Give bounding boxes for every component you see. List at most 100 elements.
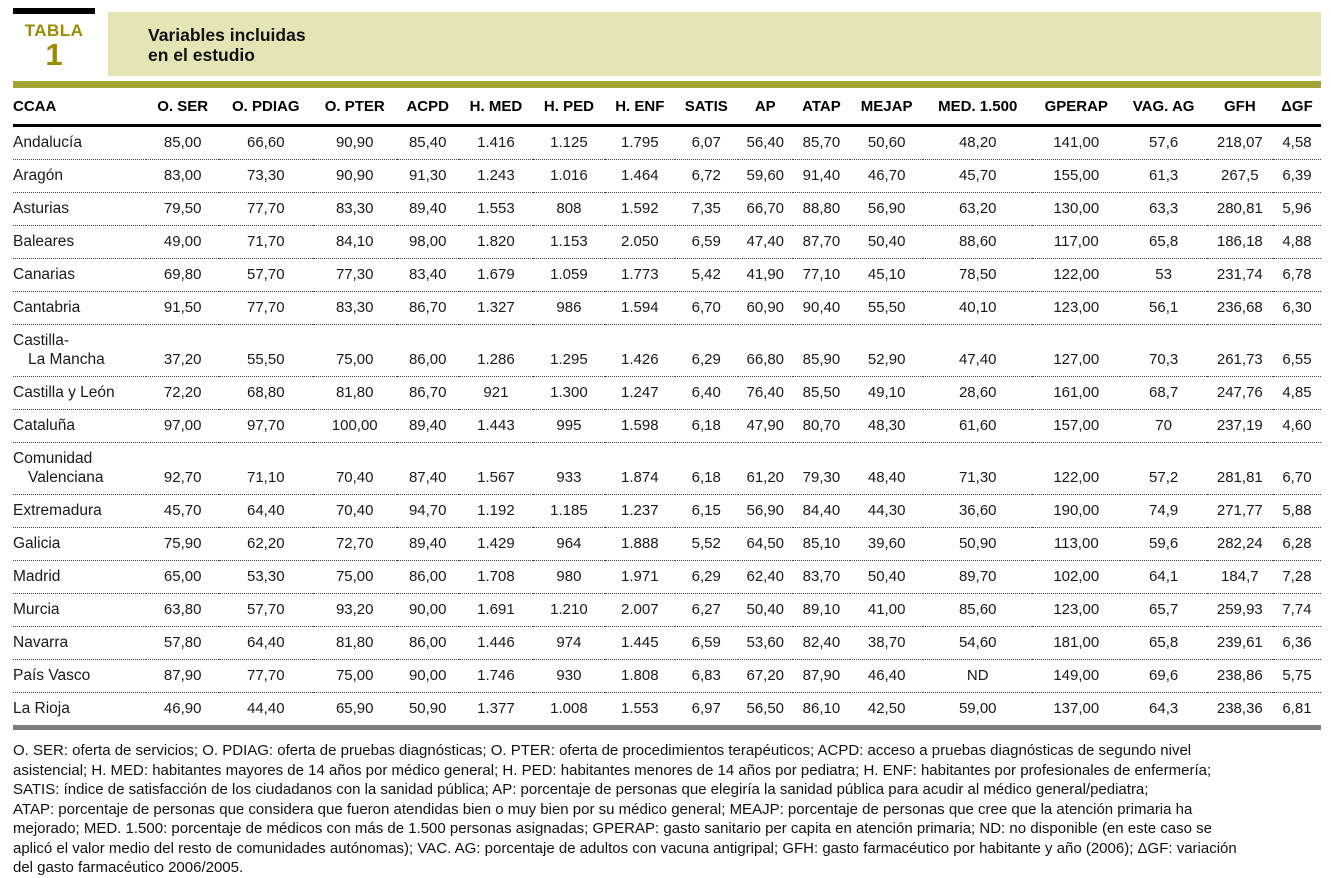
row-label-madrid: Madrid	[13, 560, 147, 594]
cell-value: 46,70	[849, 159, 924, 193]
cell-value: 55,50	[849, 291, 924, 325]
cell-value: 141,00	[1053, 134, 1100, 151]
cell-value: 282,24	[1206, 527, 1273, 561]
cell-value: 1.567	[458, 442, 534, 495]
cell-value: 85,70	[802, 134, 841, 151]
cell-value: 137,00	[1032, 692, 1121, 725]
cell-value: 280,81	[1206, 192, 1273, 226]
table-body: Andalucía 85,00 66,60 90,90 85,40 1.416 1.125 1…	[13, 126, 1321, 725]
column-header-o-pdiag: O. PDIAG	[218, 89, 313, 127]
cell-value: 40,10	[923, 291, 1033, 325]
footnote-line: del gasto farmacéutico 2006/2005.	[13, 859, 244, 876]
cell-value: 1.295	[533, 324, 605, 377]
title-band: Variables incluidas en el estudio	[108, 12, 1321, 76]
cell-value: 37,20	[146, 324, 219, 377]
cell-value: 247,76	[1206, 376, 1273, 410]
cell-value: 73,30	[218, 159, 313, 193]
cell-value: 2.007	[604, 593, 675, 627]
cell-value: 117,00	[1032, 225, 1121, 259]
cell-value: 59,00	[923, 692, 1033, 725]
table-row: Comunidad Valenciana 92,70 71,10 70,40 87,40 1…	[13, 442, 1321, 495]
table-row: Cataluña 97,00 97,70 100,00 89,40 1.443 995 1.5…	[13, 409, 1321, 443]
row-label-comunidad-valenciana: Comunidad Valenciana	[13, 442, 147, 495]
cell-value: 4,88	[1272, 225, 1321, 259]
cell-value: 1.795	[621, 134, 659, 151]
cell-value: 47,40	[737, 225, 794, 259]
cell-value: 45,70	[923, 159, 1033, 193]
cell-value: 59,6	[1120, 527, 1207, 561]
cell-value: 4,58	[1282, 134, 1312, 151]
footnote-line: SATIS: índice de satisfacción de los ciu…	[13, 781, 1149, 798]
cell-value: 65,90	[312, 692, 397, 725]
cell-value: 921	[458, 376, 534, 410]
column-header-gfh: GFH	[1206, 89, 1273, 127]
cell-value: 238,86	[1206, 659, 1273, 693]
cell-value: 181,00	[1032, 626, 1121, 660]
cell-value: 83,00	[146, 159, 219, 193]
row-label-galicia: Galicia	[13, 527, 147, 561]
table-head: CCAA O. SER O. PDIAG O. PTER ACPD H. MED H. PE…	[13, 89, 1321, 127]
cell-value: 88,60	[923, 225, 1033, 259]
cell-value: 5,75	[1272, 659, 1321, 693]
cell-value: 1.820	[458, 225, 534, 259]
cell-value: 48,40	[849, 442, 924, 495]
cell-value: 87,70	[793, 225, 850, 259]
cell-value: 89,40	[396, 409, 459, 443]
cell-value: 69,6	[1120, 659, 1207, 693]
cell-value: 86,00	[396, 560, 459, 594]
cell-value: 964	[533, 527, 605, 561]
cell-value: 88,80	[793, 192, 850, 226]
cell-value: 68,80	[218, 376, 313, 410]
column-header-o-pter: O. PTER	[312, 89, 397, 127]
cell-value: 1.598	[604, 409, 675, 443]
cell-value: 84,10	[312, 225, 397, 259]
cell-value: 47,90	[737, 409, 794, 443]
cell-value: 1.888	[604, 527, 675, 561]
table-row: Murcia 63,80 57,70 93,20 90,00 1.691 1.210 2.00…	[13, 593, 1321, 627]
cell-value: 1.247	[604, 376, 675, 410]
cell-value: 6,27	[674, 593, 738, 627]
cell-value: 281,81	[1206, 442, 1273, 495]
row-label-navarra: Navarra	[13, 626, 147, 660]
cell-value: 56,90	[737, 494, 794, 528]
cell-value: 79,30	[793, 442, 850, 495]
column-header-gperap: GPERAP	[1032, 89, 1121, 127]
cell-value: 36,60	[923, 494, 1033, 528]
cell-value: 57,6	[1149, 134, 1179, 151]
cell-value: 50,60	[867, 134, 906, 151]
table-row: Asturias 79,50 77,70 83,30 89,40 1.553 808 1.59…	[13, 192, 1321, 226]
cell-value: 41,00	[849, 593, 924, 627]
cell-value: 64,40	[218, 626, 313, 660]
cell-value: 90,00	[396, 593, 459, 627]
cell-value: 6,55	[1272, 324, 1321, 377]
cell-value: 42,50	[849, 692, 924, 725]
cell-value: 1.679	[458, 258, 534, 292]
footnote-line: mejorado; MED. 1.500: porcentaje de médi…	[13, 820, 1213, 837]
cell-value: 85,00	[163, 134, 202, 151]
cell-value: 90,00	[396, 659, 459, 693]
cell-value: 55,50	[218, 324, 313, 377]
cell-value: 50,40	[737, 593, 794, 627]
cell-value: 86,10	[793, 692, 850, 725]
cell-value: 1.416	[477, 134, 515, 151]
cell-value: 1.185	[533, 494, 605, 528]
table-row: Cantabria 91,50 77,70 83,30 86,70 1.327 986 1.5…	[13, 291, 1321, 325]
table-row: Aragón 83,00 73,30 90,90 91,30 1.243 1.016 1.46…	[13, 159, 1321, 193]
cell-value: 61,20	[737, 442, 794, 495]
cell-value: 1.327	[458, 291, 534, 325]
cell-value: 4,60	[1272, 409, 1321, 443]
cell-value: 63,80	[146, 593, 219, 627]
cell-value: 86,00	[396, 626, 459, 660]
cell-value: 41,90	[737, 258, 794, 292]
cell-value: 50,40	[849, 225, 924, 259]
cell-value: 184,7	[1206, 560, 1273, 594]
cell-value: 65,7	[1120, 593, 1207, 627]
cell-value: 149,00	[1032, 659, 1121, 693]
cell-value: 65,8	[1120, 225, 1207, 259]
cell-value: 98,00	[396, 225, 459, 259]
table-row: Madrid 65,00 53,30 75,00 86,00 1.708 980 1.971 6…	[13, 560, 1321, 594]
cell-value: 5,42	[674, 258, 738, 292]
cell-value: 1.553	[604, 692, 675, 725]
cell-value: 89,10	[793, 593, 850, 627]
cell-value: ND	[923, 659, 1033, 693]
